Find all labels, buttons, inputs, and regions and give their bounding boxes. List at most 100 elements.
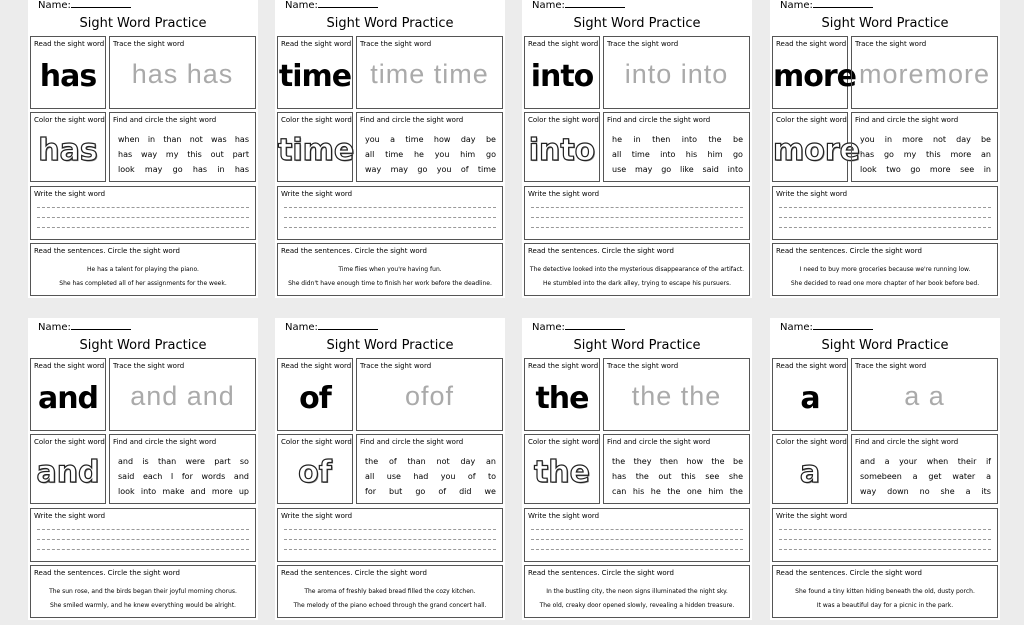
word: so bbox=[239, 457, 249, 466]
word: has bbox=[612, 472, 627, 481]
word: when bbox=[118, 135, 140, 144]
word: in bbox=[633, 135, 641, 144]
word: see bbox=[705, 472, 720, 481]
find-box: Find and circle the sight word the they the… bbox=[603, 434, 750, 504]
word: of bbox=[467, 472, 476, 481]
color-word: has bbox=[38, 132, 99, 168]
word-row: and a your when their if bbox=[860, 457, 991, 472]
word-row: use may go like said into bbox=[612, 165, 743, 180]
word: his bbox=[685, 150, 698, 159]
word: go bbox=[417, 165, 428, 174]
name-label: Name: bbox=[780, 322, 813, 333]
sentences-box: Read the sentences. Circle the sight wor… bbox=[30, 243, 256, 296]
box-label: Color the sight word bbox=[528, 116, 599, 124]
word: more bbox=[902, 135, 923, 144]
sentences-box: Read the sentences. Circle the sight wor… bbox=[277, 565, 503, 618]
worksheet: Name: Sight Word Practice Read the sight w… bbox=[770, 318, 1000, 620]
word-row: you a time how day be bbox=[365, 135, 496, 150]
word: may bbox=[634, 165, 653, 174]
trace-box: Trace the sight word ofof bbox=[356, 358, 503, 431]
word-row: the they then how the be bbox=[612, 457, 743, 472]
write-line bbox=[284, 217, 496, 218]
box-label: Trace the sight word bbox=[855, 362, 927, 370]
color-box: Color the sight word the bbox=[524, 434, 600, 504]
sentence: Time flies when you're having fun. bbox=[338, 266, 442, 273]
worksheet-title: Sight Word Practice bbox=[821, 16, 949, 31]
word: the bbox=[729, 487, 743, 496]
word: somebeen bbox=[860, 472, 902, 481]
word: for bbox=[181, 472, 193, 481]
word-row: has go my this more an bbox=[860, 150, 991, 165]
sight-word: a bbox=[800, 381, 820, 416]
worksheet: Name: Sight Word Practice Read the sight w… bbox=[275, 318, 505, 620]
worksheet-title: Sight Word Practice bbox=[821, 338, 949, 353]
write-line bbox=[37, 207, 249, 208]
color-box: Color the sight word into bbox=[524, 112, 600, 182]
worksheet: Name: Sight Word Practice Read the sight w… bbox=[770, 0, 1000, 298]
name-blank bbox=[70, 320, 131, 330]
color-word: time bbox=[277, 132, 355, 168]
word: look bbox=[118, 165, 135, 174]
word: this bbox=[681, 472, 696, 481]
word: time bbox=[385, 150, 404, 159]
name-label: Name: bbox=[38, 322, 71, 333]
word: the bbox=[365, 457, 379, 466]
word: go bbox=[485, 150, 496, 159]
word: words bbox=[201, 472, 226, 481]
word-grid: he in then into the be all time into his him go use m… bbox=[612, 135, 743, 180]
sentence: She smiled warmly, and he knew everythin… bbox=[50, 602, 236, 609]
word: how bbox=[433, 135, 451, 144]
color-word: a bbox=[799, 454, 821, 490]
word: go bbox=[910, 165, 921, 174]
name-field: Name: bbox=[285, 0, 378, 11]
name-blank bbox=[812, 320, 873, 330]
name-blank bbox=[317, 0, 378, 8]
worksheet-title: Sight Word Practice bbox=[573, 16, 701, 31]
word: more bbox=[950, 150, 972, 159]
word-row: all use had you of to bbox=[365, 472, 496, 487]
word: to bbox=[487, 472, 496, 481]
word: part bbox=[232, 150, 249, 159]
word: into bbox=[140, 487, 157, 496]
word: no bbox=[919, 487, 930, 496]
box-label: Read the sentences. Circle the sight wor… bbox=[528, 247, 674, 255]
word: in bbox=[983, 165, 991, 174]
word: into bbox=[681, 135, 698, 144]
write-line bbox=[284, 207, 496, 208]
name-label: Name: bbox=[780, 0, 813, 11]
sentence: She didn't have enough time to finish he… bbox=[288, 280, 492, 287]
word: the bbox=[612, 457, 626, 466]
trace-box: Trace the sight word into into bbox=[603, 36, 750, 109]
box-label: Color the sight word bbox=[281, 116, 352, 124]
box-label: Trace the sight word bbox=[607, 40, 679, 48]
find-box: Find and circle the sight word the of than n… bbox=[356, 434, 503, 504]
word: its bbox=[981, 487, 991, 496]
word: he bbox=[612, 135, 622, 144]
word: in bbox=[147, 135, 156, 144]
word-row: look into make and more up bbox=[118, 487, 249, 502]
word: the bbox=[667, 487, 681, 496]
write-line bbox=[37, 217, 249, 218]
name-blank bbox=[70, 0, 131, 8]
word: he bbox=[413, 150, 424, 159]
box-label: Color the sight word bbox=[281, 438, 352, 446]
word-row: all time he you him go bbox=[365, 150, 496, 165]
box-label: Read the sentences. Circle the sight wor… bbox=[528, 569, 674, 577]
word: their bbox=[957, 457, 977, 466]
sentences-box: Read the sentences. Circle the sight wor… bbox=[772, 565, 998, 618]
sight-word: has bbox=[39, 59, 97, 94]
box-label: Find and circle the sight word bbox=[607, 438, 711, 446]
box-label: Find and circle the sight word bbox=[360, 438, 464, 446]
word: has bbox=[234, 135, 249, 144]
sentence: The sun rose, and the birds began their … bbox=[49, 588, 237, 595]
color-box: Color the sight word has bbox=[30, 112, 106, 182]
box-label: Find and circle the sight word bbox=[855, 116, 959, 124]
box-label: Write the sight word bbox=[528, 512, 600, 520]
word: then bbox=[659, 457, 679, 466]
box-label: Find and circle the sight word bbox=[113, 438, 217, 446]
word: my bbox=[165, 150, 179, 159]
trace-box: Trace the sight word a a bbox=[851, 358, 998, 431]
sentence: The aroma of freshly baked bread filled … bbox=[304, 588, 476, 595]
word: said bbox=[118, 472, 135, 481]
word: go bbox=[883, 150, 894, 159]
